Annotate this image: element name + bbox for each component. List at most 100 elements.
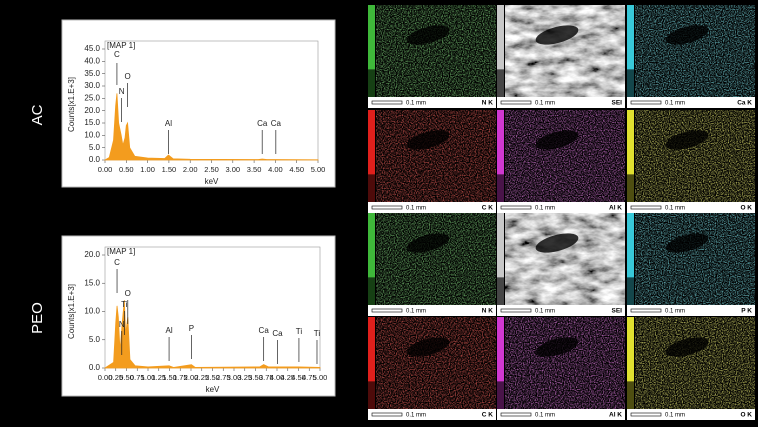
x-tick-label: 2.50 — [205, 373, 220, 382]
y-tick-label: 10.0 — [84, 307, 100, 316]
y-axis-label: Counts[x1.E+3] — [67, 284, 76, 339]
x-tick-label: 4.50 — [289, 165, 304, 174]
map-image — [635, 213, 755, 305]
y-tick-label: 35.0 — [84, 69, 100, 78]
color-bar-low — [497, 69, 504, 97]
color-bar — [497, 213, 504, 278]
peak-label: P — [189, 324, 194, 333]
peak-label: C — [114, 258, 120, 267]
y-tick-label: 45.0 — [84, 44, 100, 53]
x-tick-label: 4.50 — [291, 373, 306, 382]
map-image — [635, 5, 755, 97]
scale-label: 0.1 mm — [406, 413, 426, 419]
x-tick-label: 2.00 — [184, 373, 199, 382]
peak-label: O — [125, 289, 131, 298]
scale-label: 0.1 mm — [665, 101, 685, 107]
y-tick-label: 15.0 — [84, 278, 100, 287]
scale-bar — [500, 308, 532, 313]
map-shadow — [665, 233, 709, 253]
x-tick-label: 1.75 — [173, 373, 188, 382]
color-bar-low — [497, 174, 504, 202]
color-bar — [368, 5, 375, 70]
label-strip — [627, 97, 755, 108]
color-bar — [627, 213, 634, 278]
label-strip — [368, 97, 496, 108]
color-bar-low — [368, 381, 375, 409]
map-image — [635, 110, 755, 202]
element-label: O K — [740, 205, 752, 212]
x-tick-label: 3.00 — [227, 373, 242, 382]
x-tick-label: 2.00 — [183, 165, 198, 174]
map-image — [505, 213, 625, 305]
x-tick-label: 1.00 — [141, 373, 156, 382]
peak-label: Ca — [259, 326, 270, 335]
y-tick-label: 20.0 — [84, 250, 100, 259]
y-tick-label: 15.0 — [84, 118, 100, 127]
label-strip — [497, 305, 625, 316]
y-tick-label: 5.0 — [89, 335, 101, 344]
x-tick-label: 5.00 — [313, 373, 328, 382]
x-tick-label: 0.00 — [98, 373, 113, 382]
label-strip — [368, 305, 496, 316]
sample-label: PEO — [29, 302, 46, 334]
x-tick-label: 3.50 — [248, 373, 263, 382]
color-bar-low — [497, 277, 504, 305]
sample-label: AC — [29, 104, 46, 125]
scale-label: 0.1 mm — [535, 101, 555, 107]
element-label: N K — [482, 100, 494, 107]
element-label: C K — [482, 412, 494, 419]
x-tick-label: 0.00 — [98, 165, 113, 174]
spectrum-area — [103, 93, 319, 161]
y-tick-label: 5.0 — [89, 143, 101, 152]
x-tick-label: 2.50 — [204, 165, 219, 174]
map-shadow — [535, 337, 579, 357]
y-tick-label: 0.0 — [89, 363, 101, 372]
color-bar-low — [368, 174, 375, 202]
scale-label: 0.1 mm — [406, 101, 426, 107]
scale-label: 0.1 mm — [665, 309, 685, 315]
color-bar-low — [368, 69, 375, 97]
y-tick-label: 10.0 — [84, 130, 100, 139]
scale-bar — [371, 412, 403, 417]
y-tick-label: 0.0 — [89, 155, 101, 164]
x-tick-label: 5.00 — [311, 165, 326, 174]
label-strip — [368, 202, 496, 213]
color-bar-low — [368, 277, 375, 305]
scale-label: 0.1 mm — [406, 206, 426, 212]
element-label: O K — [740, 412, 752, 419]
scale-label: 0.1 mm — [535, 413, 555, 419]
color-bar-low — [627, 381, 634, 409]
peak-label: O — [124, 72, 130, 81]
scale-bar — [500, 205, 532, 210]
x-tick-label: 0.25 — [108, 373, 123, 382]
scale-label: 0.1 mm — [406, 309, 426, 315]
scale-label: 0.1 mm — [665, 206, 685, 212]
peak-label: Ti — [121, 300, 128, 309]
scale-bar — [371, 205, 403, 210]
element-label: Al K — [609, 205, 622, 212]
map-image — [376, 5, 496, 97]
color-bar-low — [627, 69, 634, 97]
map-image — [505, 5, 625, 97]
element-label: P K — [741, 308, 752, 315]
x-tick-label: 4.00 — [268, 165, 283, 174]
map-shadow — [406, 233, 450, 253]
color-bar — [497, 5, 504, 70]
chart-title: [MAP 1] — [107, 41, 135, 50]
color-bar — [368, 317, 375, 382]
x-tick-label: 1.50 — [162, 373, 177, 382]
element-label: Al K — [609, 412, 622, 419]
x-tick-label: 2.75 — [216, 373, 231, 382]
x-tick-label: 3.00 — [225, 165, 240, 174]
chart-title: [MAP 1] — [107, 247, 135, 256]
color-bar — [627, 110, 634, 175]
peak-label: Ca — [257, 119, 268, 128]
map-shadow — [406, 337, 450, 357]
x-tick-label: 4.00 — [270, 373, 285, 382]
map-shadow — [535, 130, 579, 150]
color-bar — [368, 213, 375, 278]
x-tick-label: 4.75 — [302, 373, 317, 382]
peak-label: Al — [166, 326, 173, 335]
label-strip — [497, 409, 625, 420]
